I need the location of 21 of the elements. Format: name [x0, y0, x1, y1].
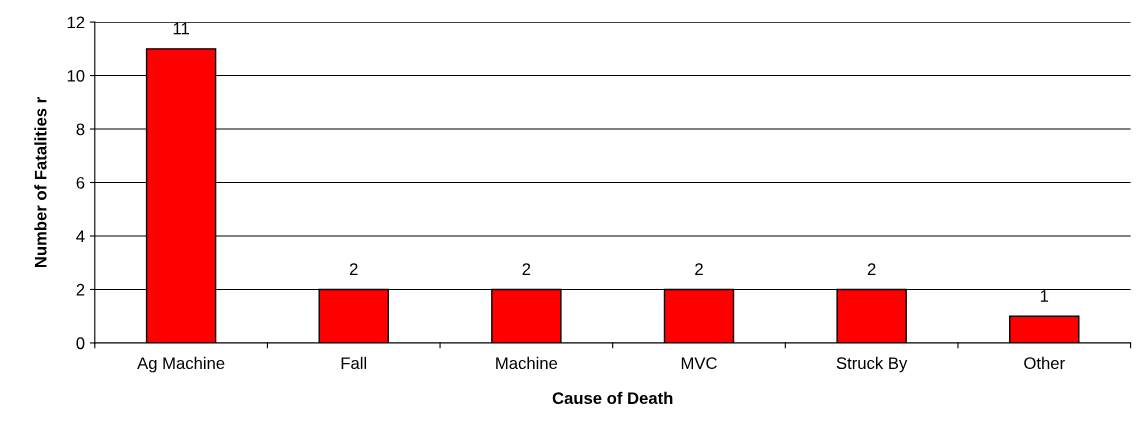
- y-tick-label: 2: [76, 283, 85, 296]
- y-tick-label: 12: [67, 16, 85, 29]
- data-label: 1: [1040, 290, 1049, 302]
- x-tick-label: Ag Machine: [137, 356, 225, 373]
- data-label: 2: [695, 263, 703, 275]
- y-tick-label: 8: [76, 123, 85, 136]
- x-tick-label: MVC: [681, 357, 717, 370]
- y-tick-label: 6: [76, 176, 85, 189]
- x-tick-label: Struck By: [836, 356, 908, 373]
- y-tick-label: 10: [67, 69, 85, 82]
- x-tick-label: Fall: [341, 356, 367, 370]
- x-tick-label: Other: [1024, 356, 1065, 370]
- data-label: 2: [522, 263, 531, 275]
- x-tick-label: Machine: [496, 356, 558, 370]
- x-axis-title: Cause of Death: [552, 391, 673, 405]
- y-tick-label: 4: [76, 230, 85, 243]
- data-label: 2: [349, 263, 358, 275]
- y-axis-title: Number of Fatalities r: [34, 97, 47, 268]
- data-label: 11: [173, 22, 189, 35]
- data-label: 2: [867, 263, 876, 275]
- y-tick-label: 0: [76, 337, 85, 350]
